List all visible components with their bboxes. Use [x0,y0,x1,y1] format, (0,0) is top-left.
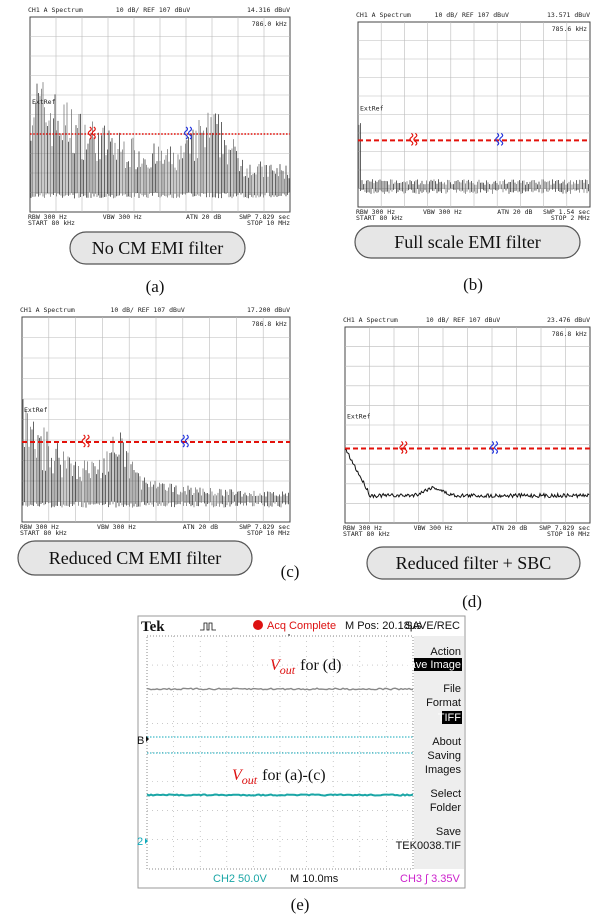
panel-label: Reduced filter + SBC [396,553,552,573]
menu-item[interactable]: Select [430,788,461,800]
start: START 80 kHz [20,529,67,537]
caption: (e) [291,895,310,914]
marker-level: 14.316 dBuV [247,6,290,14]
stop: STOP 10 MHz [547,530,590,538]
menu-item[interactable]: Saving [427,750,461,762]
menu-title: SAVE/REC [405,620,460,632]
channel: CH1 A Spectrum [356,11,411,19]
menu-item[interactable]: File [443,683,461,695]
ref-label: ExtRef [32,98,56,106]
panel-label: No CM EMI filter [92,238,223,258]
marker-freq: 786.0 kHz [252,20,287,28]
waveform [147,794,413,795]
menu-item[interactable]: Folder [430,802,462,814]
figure: ExtRef CH1 A Spectrum 10 dB/ REF 107 dBuV 1… [0,0,591,917]
status: Acq Complete [267,620,336,632]
marker-level: 13.571 dBuV [547,11,590,19]
start: START 80 kHz [28,219,75,227]
menu-item[interactable]: About [432,736,461,748]
status-dot [253,620,263,630]
menu-item[interactable]: TEK0038.TIF [396,840,462,852]
channel: CH1 A Spectrum [343,316,398,324]
subscript: out [242,773,258,787]
start: START 80 kHz [356,214,403,222]
ref-label: ExtRef [24,406,48,414]
timebase: M 10.0ms [290,873,339,885]
caption: (b) [463,275,483,294]
vbw: VBW 300 Hz [97,523,136,531]
scale: 10 dB/ REF 107 dBuV [110,306,184,314]
scale: 10 dB/ REF 107 dBuV [116,6,190,14]
start: START 80 kHz [343,530,390,538]
caption: (a) [146,277,165,296]
caption: (d) [462,592,482,611]
menu-item[interactable]: Action [430,646,461,658]
scale: 10 dB/ REF 107 dBuV [435,11,509,19]
ref-label: ExtRef [360,104,384,112]
menu-item[interactable]: Save [436,826,461,838]
marker: B [137,735,144,747]
menu-selected[interactable]: Save Image [402,659,461,671]
menu-selected[interactable]: TIFF [438,712,461,724]
channel: CH1 A Spectrum [20,306,75,314]
atn: ATN 20 dB [497,208,532,216]
marker: 2 [137,836,143,848]
stop: STOP 10 MHz [247,529,290,537]
vbw: VBW 300 Hz [423,208,462,216]
atn: ATN 20 dB [186,213,221,221]
stop: STOP 2 MHz [551,214,590,222]
channel: CH1 A Spectrum [28,6,83,14]
brand: Tek [141,619,165,635]
ch2: CH2 50.0V [213,873,267,885]
panel-label: Full scale EMI filter [394,232,540,252]
caption: (c) [281,562,300,581]
marker-freq: 786.8 kHz [252,320,287,328]
menu-item[interactable]: Format [426,697,461,709]
panel-label: Reduced CM EMI filter [49,548,221,568]
marker-freq: 786.8 kHz [552,330,587,338]
ref-label: ExtRef [347,413,371,421]
marker-level: 23.476 dBuV [547,316,590,324]
annotation-text: for (d) [300,657,341,674]
menu-item[interactable]: Images [425,764,462,776]
vbw: VBW 300 Hz [414,524,453,532]
annotation-text: for (a)-(c) [262,767,326,784]
marker-level: 17.200 dBuV [247,306,290,314]
vbw: VBW 300 Hz [103,213,142,221]
atn: ATN 20 dB [183,523,218,531]
atn: ATN 20 dB [492,524,527,532]
subscript: out [280,663,296,677]
scale: 10 dB/ REF 107 dBuV [426,316,500,324]
ch3: CH3 ∫ 3.35V [400,873,461,885]
stop: STOP 10 MHz [247,219,290,227]
marker-freq: 785.6 kHz [552,25,587,33]
